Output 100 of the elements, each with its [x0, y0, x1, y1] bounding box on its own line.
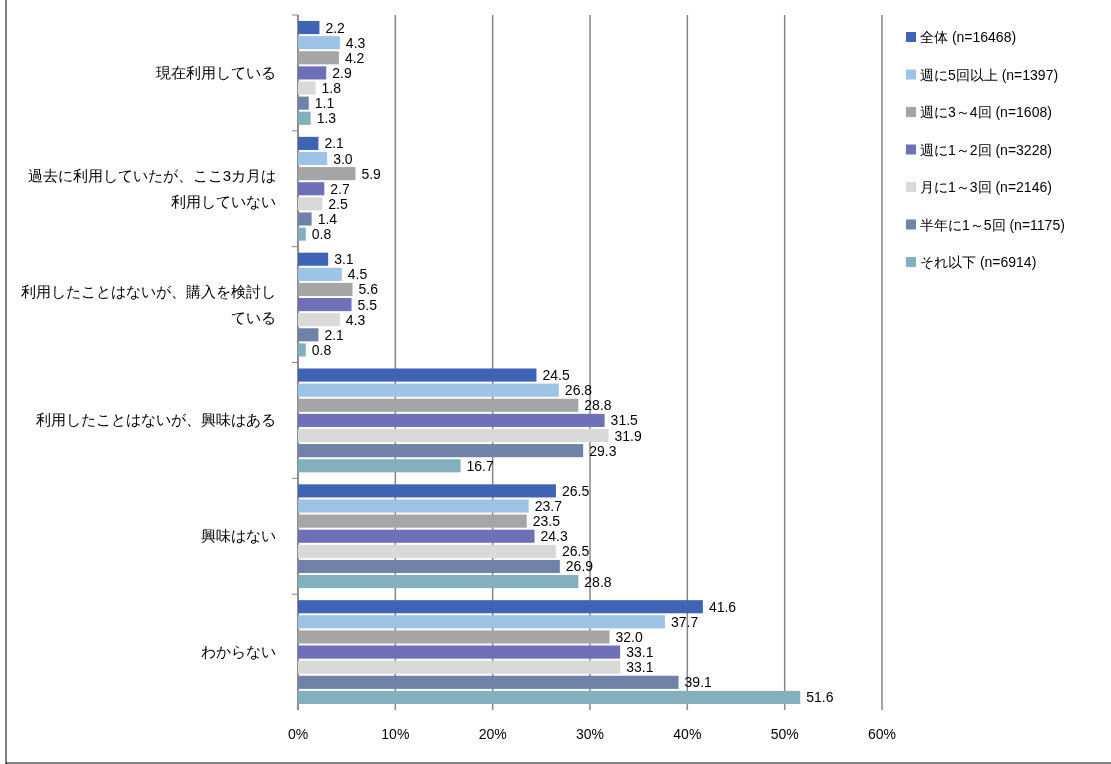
data-label: 16.7 — [466, 457, 495, 474]
x-tick-label: 0% — [287, 726, 309, 742]
data-label: 26.5 — [561, 482, 590, 499]
data-label: 28.8 — [584, 397, 612, 414]
x-tick-label: 10% — [381, 726, 410, 742]
data-label: 2.5 — [328, 195, 349, 212]
x-tick-label: 30% — [575, 726, 605, 742]
data-label: 5.6 — [358, 281, 379, 298]
legend-label: 週に5回以上 (n=1397) — [920, 66, 1059, 83]
data-label: 33.1 — [626, 659, 654, 676]
data-label: 29.3 — [589, 442, 617, 459]
data-label: 2.1 — [324, 326, 345, 343]
data-label: 4.2 — [344, 49, 365, 66]
data-label: 4.5 — [347, 266, 368, 283]
bar — [298, 136, 319, 150]
legend-label: 週に3～4回 (n=1608) — [920, 104, 1052, 120]
bar — [298, 252, 329, 266]
bar — [298, 398, 579, 412]
data-label: 1.4 — [317, 210, 338, 227]
bar — [298, 167, 356, 181]
bar — [298, 428, 609, 443]
bar — [298, 615, 665, 629]
y-tick-label: 利用したことはないが、興味はある — [36, 411, 276, 429]
bar — [298, 21, 320, 35]
bar — [298, 444, 584, 458]
bar — [298, 81, 316, 95]
bar — [298, 499, 529, 513]
bar — [298, 51, 339, 65]
bar — [298, 645, 621, 659]
bar — [298, 212, 312, 226]
legend-label: それ以下 (n=6914) — [920, 254, 1037, 270]
data-label: 3.0 — [333, 150, 353, 167]
y-tick-label: 利用したことはないが、購入を検討している — [21, 282, 276, 326]
bar — [298, 459, 461, 473]
data-label: 2.7 — [330, 180, 350, 197]
y-tick-label: 現在利用している — [156, 63, 276, 81]
bar — [298, 298, 352, 312]
bar — [298, 182, 325, 196]
bar — [298, 267, 342, 281]
bar — [298, 484, 556, 498]
bar — [298, 690, 801, 704]
bar — [298, 559, 560, 574]
bar — [298, 630, 610, 644]
data-label: 0.8 — [311, 341, 332, 358]
data-label: 31.5 — [610, 412, 639, 429]
data-label: 41.6 — [708, 598, 737, 615]
bar — [298, 313, 340, 327]
bar — [298, 600, 703, 614]
x-tick-label: 40% — [673, 726, 702, 742]
bar — [298, 413, 605, 427]
data-label: 3.1 — [334, 251, 354, 268]
legend-label: 月に1～3回 (n=2146) — [920, 179, 1052, 195]
data-label: 2.9 — [332, 64, 352, 81]
y-tick-label: わからない — [201, 643, 276, 661]
legend-label: 半年に1～5回 (n=1175) — [920, 216, 1065, 233]
legend-label: 週に1～2回 (n=3228) — [920, 141, 1052, 158]
legend-label: 全体 (n=16468) — [920, 29, 1017, 45]
bar — [298, 343, 306, 357]
data-label: 5.5 — [357, 296, 378, 313]
bar — [298, 514, 527, 528]
bar — [298, 282, 353, 297]
data-label: 31.9 — [614, 427, 642, 444]
data-label: 28.8 — [584, 573, 612, 590]
data-label: 37.7 — [670, 613, 699, 630]
bar — [298, 36, 340, 50]
data-label: 1.3 — [316, 110, 337, 127]
data-label: 26.9 — [565, 558, 594, 575]
x-tick-label: 50% — [770, 726, 799, 742]
bar — [298, 111, 311, 125]
y-tick-label: 興味はない — [201, 527, 276, 545]
bar — [298, 675, 679, 689]
data-label: 26.8 — [564, 382, 593, 399]
bar — [298, 197, 323, 211]
bar — [298, 383, 559, 397]
data-label: 39.1 — [684, 674, 713, 691]
bar — [298, 151, 328, 166]
data-label: 51.6 — [806, 689, 834, 706]
bar — [298, 328, 319, 342]
bar — [298, 368, 537, 382]
data-label: 26.5 — [561, 543, 590, 560]
data-label: 24.3 — [540, 528, 568, 545]
bar — [298, 544, 556, 558]
bar — [298, 227, 306, 241]
data-label: 32.0 — [615, 628, 643, 645]
data-label: 1.1 — [314, 95, 335, 112]
data-label: 24.5 — [542, 367, 570, 384]
data-label: 5.9 — [361, 165, 382, 182]
bar — [298, 66, 327, 80]
bar — [298, 575, 579, 589]
data-label: 0.8 — [311, 226, 332, 243]
data-label: 23.7 — [534, 498, 563, 515]
data-label: 2.2 — [325, 19, 346, 36]
bar — [298, 529, 535, 543]
data-label: 23.5 — [532, 513, 561, 530]
data-label: 4.3 — [345, 311, 366, 328]
data-label: 4.3 — [345, 34, 366, 51]
x-tick-label: 20% — [478, 726, 507, 742]
data-label: 33.1 — [626, 644, 654, 661]
data-label: 2.1 — [324, 135, 345, 152]
x-tick-label: 60% — [867, 726, 897, 742]
